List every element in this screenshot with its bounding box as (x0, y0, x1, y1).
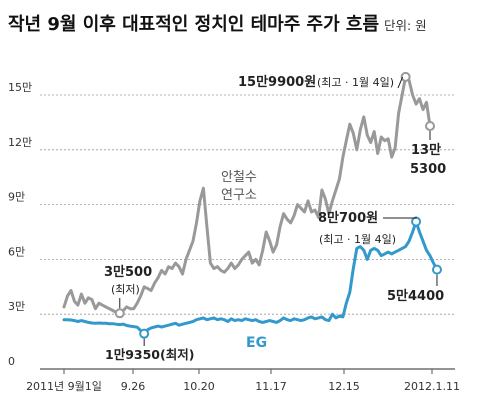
x-tick-label: 2011년 9월1일 (26, 379, 102, 393)
ahn-min-note-label: (최저) (111, 283, 140, 296)
ahn-max-marker (400, 71, 411, 82)
ahn-last-marker (425, 121, 435, 132)
ahn-last-label-2: 5300 (410, 162, 446, 177)
y-tick-label: 15만 (8, 81, 32, 94)
series-line-eg (62, 220, 439, 336)
chart-title: 작년 9월 이후 대표적인 정치인 테마주 주가 흐름 (8, 14, 379, 35)
eg-last-marker (431, 264, 442, 275)
eg-max-leader (383, 216, 417, 219)
unit-label: 단위: 원 (384, 18, 427, 33)
series-line-ahn (62, 75, 432, 315)
ahn-last-label-1: 13만 (411, 142, 441, 158)
y-tick-label: 12만 (8, 136, 32, 149)
ahn-min-value-label: 3만500 (104, 264, 152, 280)
x-tick-label: 9.26 (121, 380, 146, 393)
ahn-max-leader (397, 76, 404, 89)
ahn-series-label-1: 안철수 (221, 170, 257, 185)
eg-max-marker (411, 216, 422, 227)
eg-max-value-label: 8만700원 (318, 210, 378, 226)
eg-series-label: EG (246, 335, 267, 351)
marker-layer (114, 71, 442, 339)
grid: 15만 12만 9만 6만 3만 0 2011년 9월1일 9.26 10.20 11.17 12.… (8, 81, 460, 393)
ahn-max-value-label: 15만9900원 (238, 74, 316, 90)
leader-lines (119, 76, 438, 346)
eg-last-label: 5만4400 (387, 288, 444, 304)
x-tick-label: 10.20 (183, 380, 215, 393)
eg-min-label: 1만9350(최저) (105, 347, 194, 362)
y-tick-label: 6만 (8, 245, 25, 258)
ahn-min-marker (114, 308, 125, 319)
y-tick-label: 9만 (8, 191, 25, 204)
eg-min-marker (139, 328, 150, 339)
ahn-max-note-label: (최고 · 1월 4일) (317, 75, 394, 89)
y-tick-label: 0 (8, 355, 15, 368)
ahn-series-label-2: 연구소 (221, 188, 257, 203)
eg-max-note-label: (최고 · 1월 4일) (319, 232, 396, 246)
series-layer (62, 75, 439, 336)
x-tick-label: 2012.1.11 (404, 380, 460, 393)
x-tick-label: 12.15 (328, 380, 360, 393)
y-tick-label: 3만 (8, 300, 25, 313)
x-tick-label: 11.17 (255, 380, 287, 393)
